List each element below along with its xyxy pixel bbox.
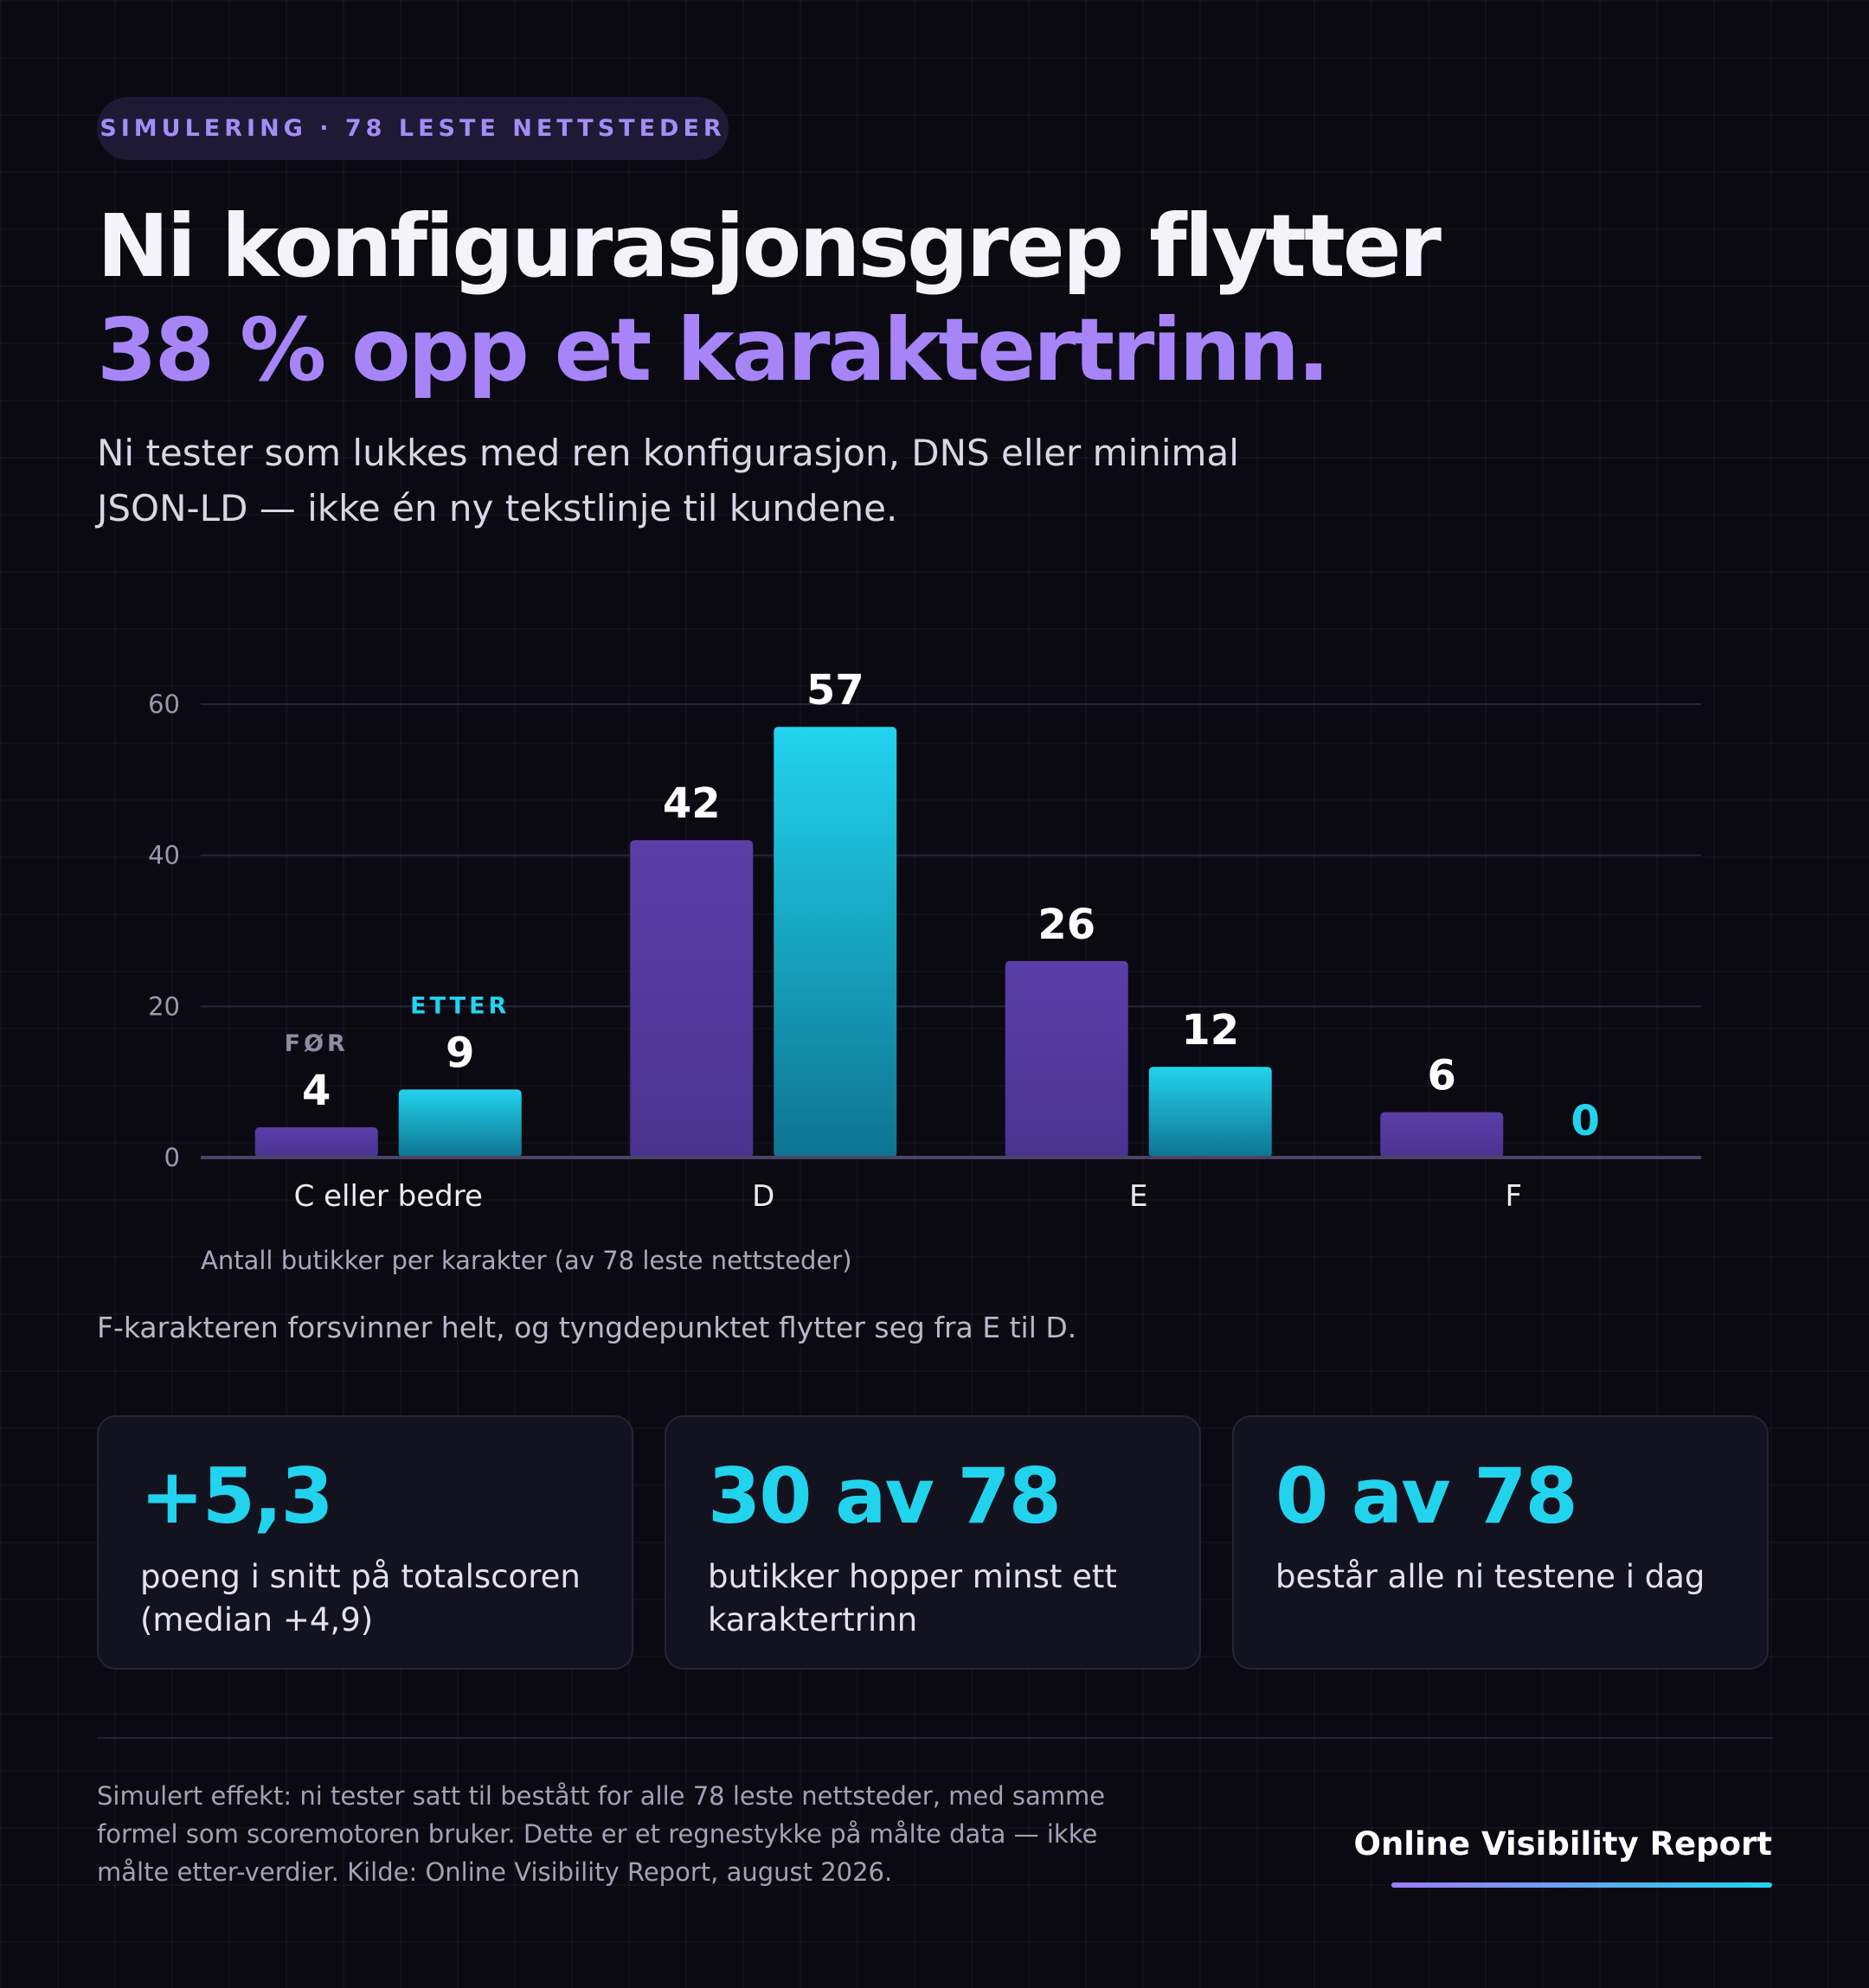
bar-for [1380, 1112, 1504, 1158]
legend-for: FØR [285, 1030, 349, 1057]
data-label: 4 [302, 1067, 331, 1115]
title-line-1: Ni konfigurasjonsgrep flytter [97, 196, 1442, 297]
title-line-2: 38 % opp et karaktertrinn. [97, 299, 1330, 401]
stat-card-all-pass: 0 av 78 består alle ni testene i dag [1232, 1415, 1769, 1670]
data-label: 12 [1181, 1006, 1239, 1055]
data-label: 42 [663, 779, 721, 828]
subtitle: Ni tester som lukkes med ren konfigurasj… [97, 432, 1239, 529]
data-label: 26 [1037, 901, 1095, 949]
simulation-badge: SIMULERING · 78 LESTE NETTSTEDER [97, 97, 729, 160]
stat-value: +5,3 [140, 1452, 334, 1541]
stat-card-score: +5,3 poeng i snitt på totalscoren (media… [97, 1415, 633, 1670]
y-tick-label: 60 [148, 689, 180, 719]
stat-description: består alle ni testene i dag [1275, 1558, 1705, 1595]
page-title: Ni konfigurasjonsgrep flytter 38 % opp e… [97, 195, 1442, 402]
data-label: 0 [1571, 1097, 1600, 1145]
bar-for [1005, 960, 1128, 1158]
data-label: 6 [1428, 1052, 1456, 1100]
x-tick-label: F [1505, 1179, 1522, 1214]
stat-card-grade-jump: 30 av 78 butikker hopper minst ett karak… [665, 1415, 1201, 1670]
insight-text: F-karakteren forsvinner helt, og tyngdep… [97, 1311, 1077, 1344]
data-label: 57 [806, 666, 864, 715]
x-tick-label: D [752, 1179, 774, 1214]
bar-for [630, 840, 754, 1158]
x-tick-label: C eller bedre [294, 1179, 483, 1214]
y-tick-label: 40 [148, 841, 180, 870]
stat-value: 0 av 78 [1275, 1452, 1578, 1541]
stat-description: butikker hopper minst ett karaktertrinn [708, 1558, 1117, 1638]
brand-underline [1391, 1882, 1772, 1888]
bar-etter [774, 727, 897, 1158]
bar-for [254, 1127, 378, 1158]
bar-etter [1148, 1067, 1272, 1158]
x-axis-caption: Antall butikker per karakter (av 78 lest… [201, 1246, 852, 1275]
brand-logo-text: Online Visibility Report [1353, 1825, 1773, 1863]
data-label: 9 [446, 1029, 474, 1077]
stat-description: poeng i snitt på totalscoren (median +4,… [140, 1558, 581, 1638]
bar-etter [398, 1089, 522, 1158]
footnote: Simulert effekt: ni tester satt til best… [97, 1781, 1106, 1887]
stat-value: 30 av 78 [708, 1452, 1062, 1541]
legend-etter: ETTER [410, 992, 510, 1019]
y-tick-label: 20 [148, 991, 180, 1021]
x-tick-label: E [1129, 1179, 1147, 1214]
footer-divider [97, 1737, 1772, 1739]
y-tick-label: 0 [164, 1143, 180, 1172]
